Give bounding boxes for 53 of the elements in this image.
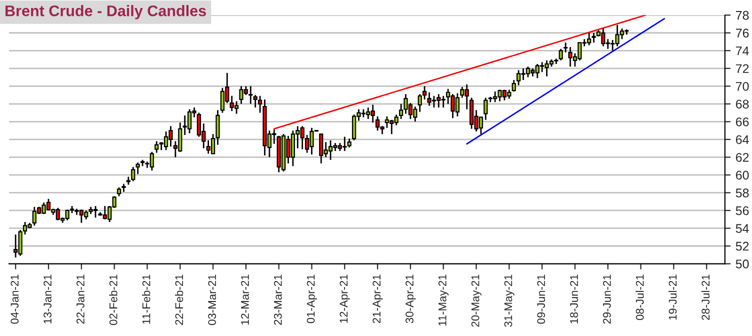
y-tick-label: 62 <box>736 153 749 162</box>
x-tick-label: 03-Mar-21 <box>208 274 216 325</box>
x-tick-label: 12-Apr-21 <box>340 274 350 323</box>
candlestick <box>253 94 258 108</box>
x-tick-label: 01-Apr-21 <box>306 274 317 324</box>
x-tick-label: 22-Jan-21 <box>76 274 84 324</box>
y-tick-label: 68 <box>736 100 749 109</box>
x-tick-label: 22-Feb-21 <box>174 274 184 325</box>
y-tick-label: 66 <box>736 117 749 126</box>
candlestick <box>484 97 488 121</box>
candlestick <box>418 93 422 113</box>
candlestick <box>384 116 390 129</box>
candlestick <box>592 32 596 44</box>
candlestick <box>558 48 563 62</box>
y-tick-label: 54 <box>736 224 749 233</box>
y-tick-label: 78 <box>736 10 749 20</box>
candlestick <box>248 85 253 105</box>
x-tick-label: 02-Feb-21 <box>109 274 118 325</box>
x-tick-label: 31-May-21 <box>504 274 514 327</box>
x-tick-label: 12-Mar-21 <box>241 274 249 325</box>
y-tick-label: 60 <box>736 170 749 180</box>
y-tick-label: 70 <box>736 82 749 91</box>
x-tick-label: 04-Jan-21 <box>10 274 19 324</box>
x-tick-label: 29-Jun-21 <box>602 274 611 324</box>
candlestick <box>93 205 98 218</box>
x-tick-label: 21-Apr-21 <box>372 274 383 324</box>
x-tick-label: 23-Mar-21 <box>274 274 282 325</box>
x-tick-label: 28-Jul-21 <box>701 274 710 320</box>
y-tick-label: 76 <box>736 28 749 38</box>
candlestick <box>258 95 262 114</box>
candlestick <box>234 100 239 114</box>
candlestick <box>136 162 140 175</box>
chart-title: Brent Crude - Daily Candles <box>6 5 206 20</box>
y-tick-label: 58 <box>736 188 749 198</box>
y-tick-label: 64 <box>736 135 749 144</box>
candlestick <box>216 109 220 146</box>
x-tick-label: 20-May-21 <box>471 274 482 327</box>
x-tick-label: 19-Jul-21 <box>668 274 677 320</box>
x-tick-label: 18-Jun-21 <box>570 274 578 324</box>
x-tick-label: 08-Jul-21 <box>636 274 644 320</box>
y-tick-label: 74 <box>736 46 749 56</box>
x-tick-label: 30-Apr-21 <box>406 274 416 324</box>
y-tick-label: 52 <box>736 242 749 251</box>
y-tick-label: 56 <box>736 206 749 216</box>
x-tick-label: 13-Jan-21 <box>44 274 52 324</box>
candlestick <box>131 166 136 182</box>
x-tick-label: 11-Feb-21 <box>142 274 150 324</box>
x-tick-label: 09-Jun-21 <box>537 274 546 324</box>
candlestick <box>512 79 516 92</box>
y-tick-label: 50 <box>736 260 749 268</box>
candlestick <box>210 133 216 154</box>
x-tick-label: 11-May-21 <box>438 274 449 326</box>
y-tick-label: 72 <box>736 64 749 73</box>
